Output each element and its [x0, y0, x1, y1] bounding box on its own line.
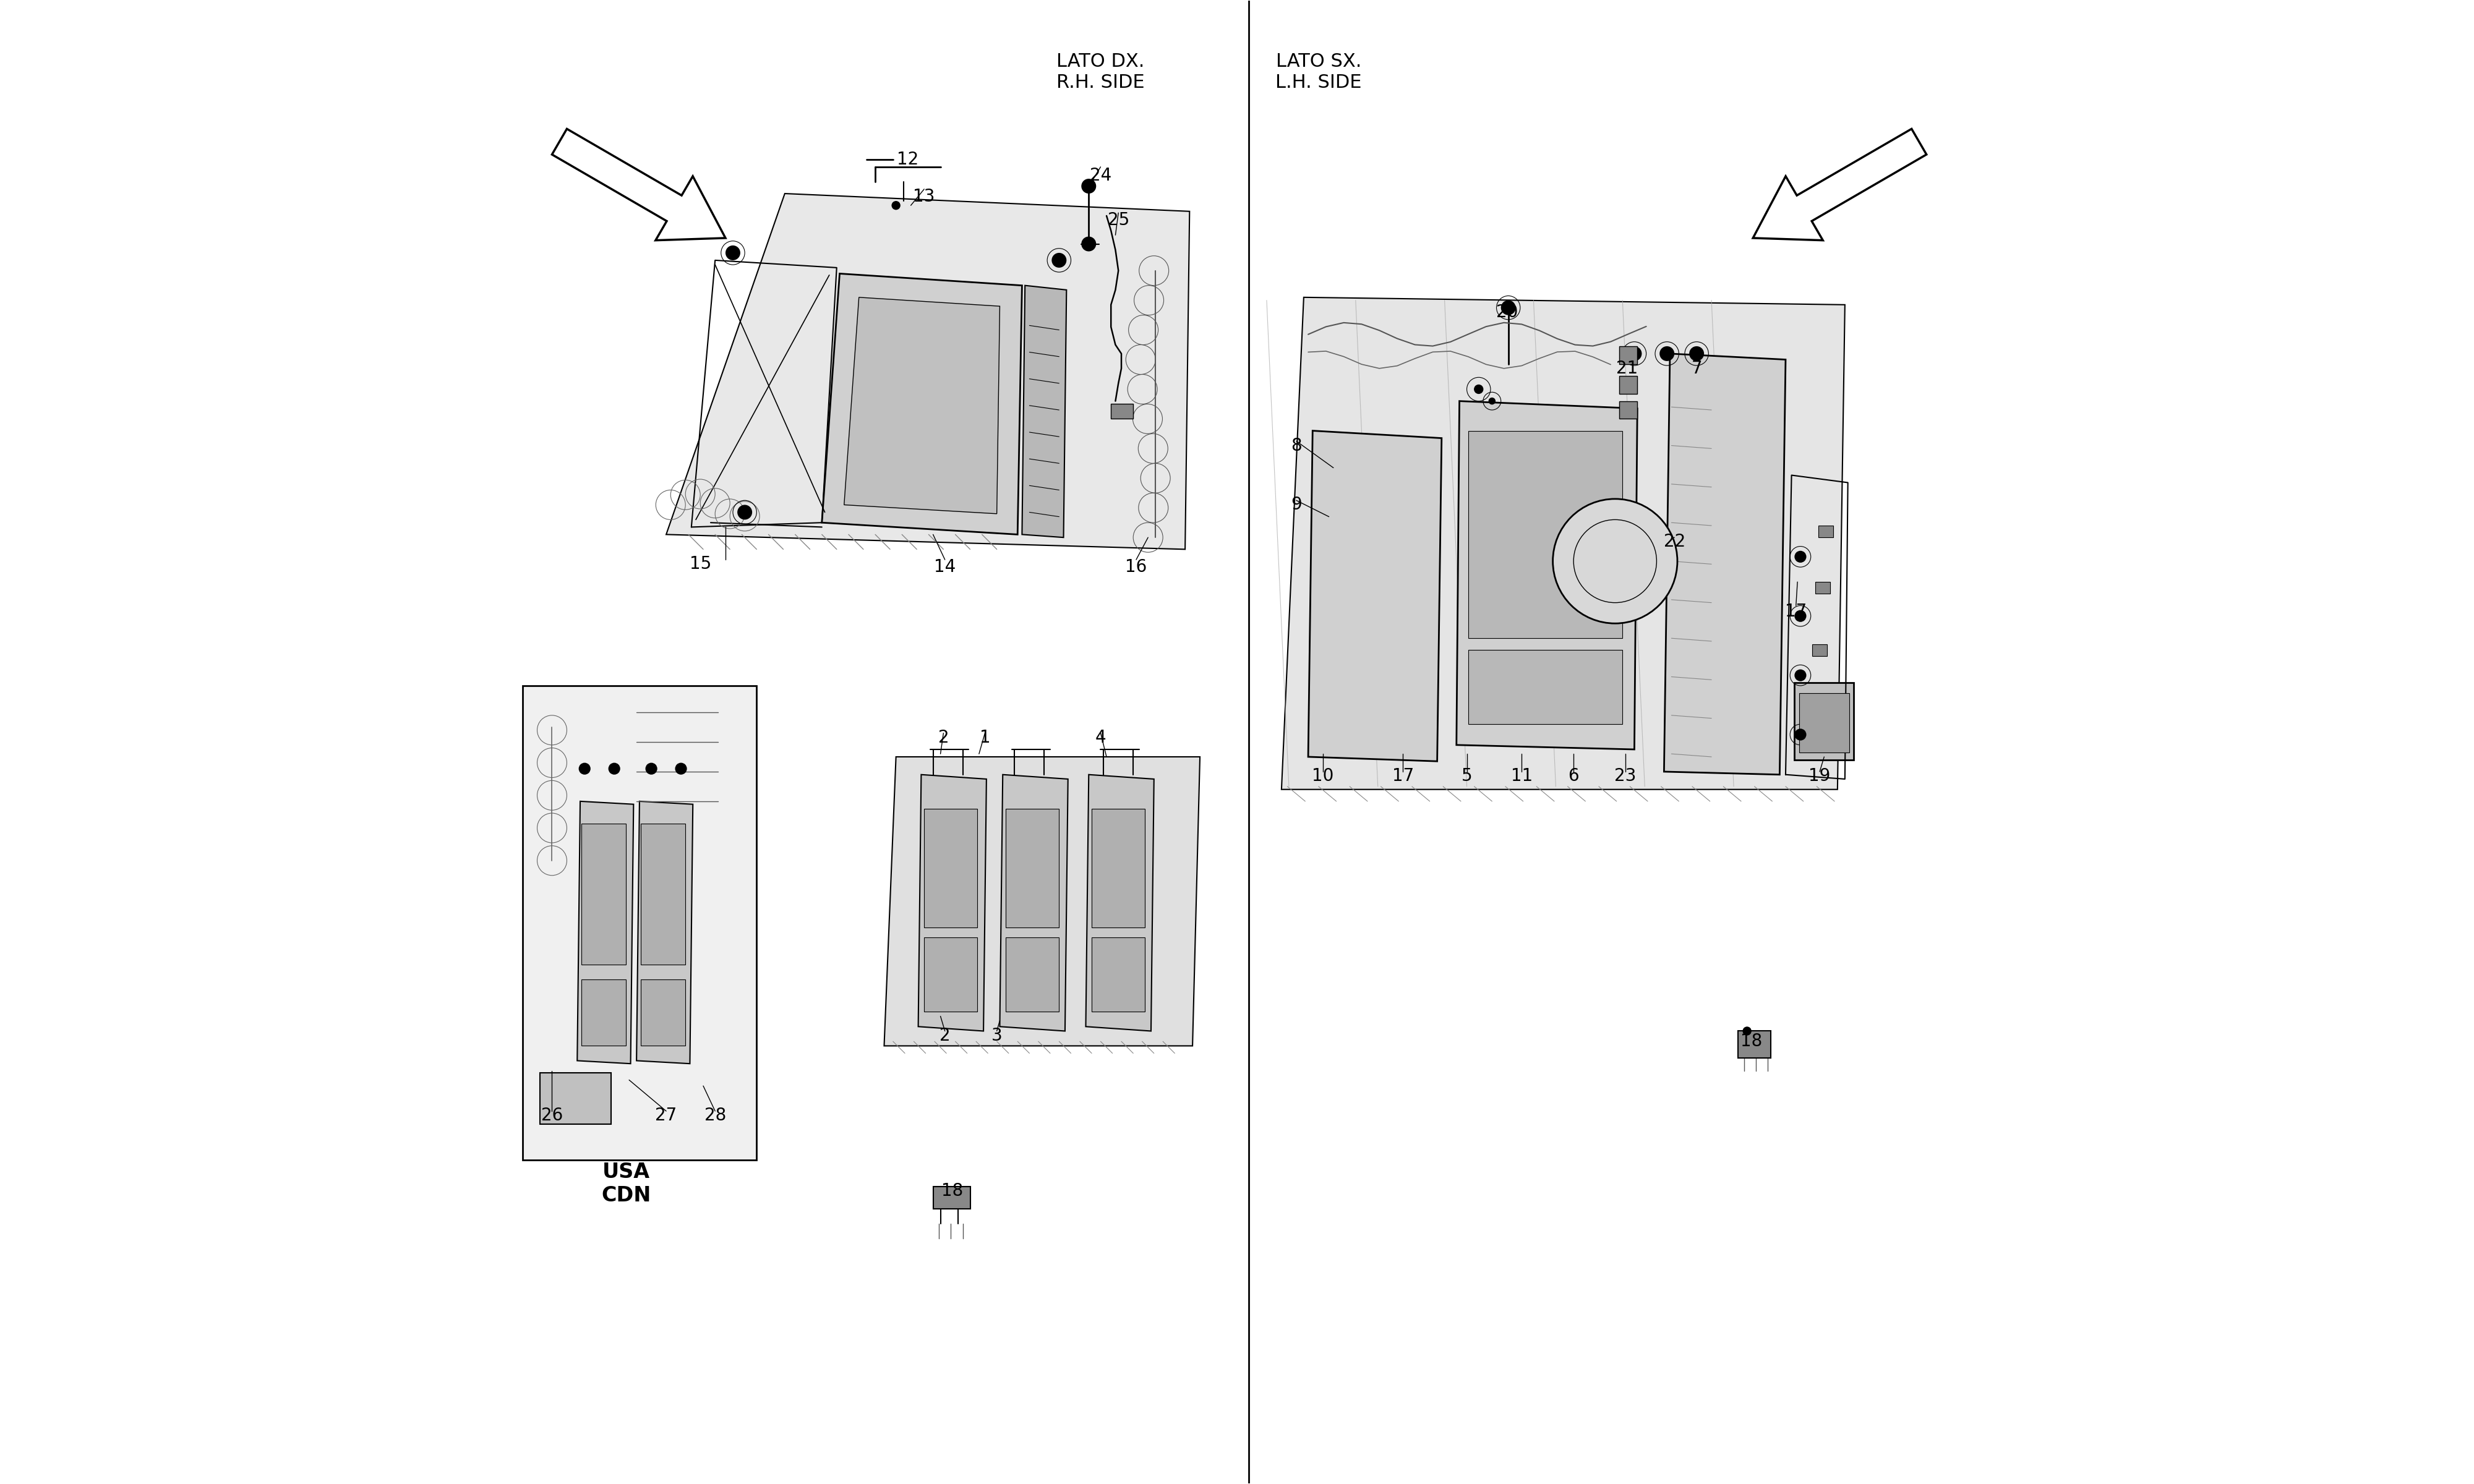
Bar	[925, 938, 977, 1012]
Polygon shape	[821, 273, 1022, 534]
Bar	[641, 824, 685, 965]
Bar	[1620, 346, 1638, 364]
Polygon shape	[552, 129, 725, 240]
Text: 5: 5	[1462, 767, 1472, 785]
Text: 18: 18	[943, 1183, 962, 1199]
Bar	[1467, 430, 1623, 638]
Text: 23: 23	[1616, 767, 1635, 785]
Text: 24: 24	[1089, 168, 1111, 184]
Polygon shape	[1754, 129, 1927, 240]
Polygon shape	[918, 775, 987, 1031]
Circle shape	[646, 763, 658, 775]
Bar	[925, 809, 977, 927]
Text: 14: 14	[935, 558, 955, 576]
Bar	[1739, 1031, 1771, 1058]
Circle shape	[725, 245, 740, 260]
Text: 17: 17	[1786, 603, 1806, 620]
Text: 16: 16	[1126, 558, 1148, 576]
Circle shape	[891, 200, 901, 209]
Circle shape	[1742, 1027, 1752, 1036]
Polygon shape	[1022, 285, 1066, 537]
Text: 19: 19	[1808, 767, 1831, 785]
Polygon shape	[999, 775, 1069, 1031]
Bar	[933, 1187, 970, 1209]
Polygon shape	[883, 757, 1200, 1046]
Circle shape	[1794, 669, 1806, 681]
Text: 25: 25	[1108, 212, 1128, 229]
Text: LATO SX.
L.H. SIDE: LATO SX. L.H. SIDE	[1277, 53, 1361, 92]
Circle shape	[1554, 499, 1677, 623]
Bar	[581, 824, 626, 965]
Bar	[1111, 404, 1133, 418]
Bar	[1816, 582, 1831, 594]
Polygon shape	[576, 801, 633, 1064]
Bar	[539, 1073, 611, 1125]
Text: LATO DX.
R.H. SIDE: LATO DX. R.H. SIDE	[1056, 53, 1145, 92]
Bar	[1818, 525, 1833, 537]
Text: 17: 17	[1393, 767, 1415, 785]
Text: 9: 9	[1291, 496, 1301, 513]
Bar	[1091, 938, 1145, 1012]
Polygon shape	[666, 193, 1190, 549]
Text: 11: 11	[1512, 767, 1531, 785]
Circle shape	[1660, 346, 1675, 361]
Text: USA
CDN: USA CDN	[601, 1162, 651, 1205]
Text: 10: 10	[1311, 767, 1333, 785]
Bar	[641, 979, 685, 1046]
Text: 18: 18	[1742, 1033, 1761, 1051]
Polygon shape	[844, 297, 999, 513]
Bar	[1467, 650, 1623, 724]
Text: 15: 15	[690, 555, 710, 573]
Polygon shape	[636, 801, 693, 1064]
Bar	[581, 979, 626, 1046]
Bar	[1799, 693, 1851, 752]
Circle shape	[579, 763, 591, 775]
Text: 22: 22	[1663, 533, 1685, 551]
Text: 8: 8	[1291, 436, 1301, 454]
Text: 13: 13	[913, 188, 935, 205]
Circle shape	[1628, 346, 1643, 361]
Circle shape	[1051, 252, 1066, 267]
Text: 2: 2	[938, 729, 950, 746]
Bar	[1007, 809, 1059, 927]
Text: 12: 12	[898, 151, 918, 168]
Text: 20: 20	[1497, 304, 1517, 321]
Circle shape	[1794, 610, 1806, 622]
Text: 7: 7	[1692, 359, 1702, 377]
Circle shape	[609, 763, 621, 775]
Bar	[1620, 375, 1638, 393]
Circle shape	[1081, 178, 1096, 193]
Text: 27: 27	[656, 1107, 678, 1125]
Polygon shape	[1309, 430, 1442, 761]
Text: 4: 4	[1096, 729, 1106, 746]
Circle shape	[1081, 236, 1096, 251]
Polygon shape	[1665, 353, 1786, 775]
Bar	[1813, 644, 1828, 656]
Polygon shape	[1457, 401, 1638, 749]
Circle shape	[1475, 384, 1484, 393]
Text: 28: 28	[705, 1107, 725, 1125]
Text: 3: 3	[992, 1027, 1002, 1045]
Circle shape	[737, 505, 752, 519]
Text: 6: 6	[1569, 767, 1578, 785]
Bar	[1620, 401, 1638, 418]
Circle shape	[1690, 346, 1705, 361]
Text: 21: 21	[1616, 359, 1638, 377]
Text: 1: 1	[980, 729, 990, 746]
Polygon shape	[1282, 297, 1846, 789]
Circle shape	[1794, 729, 1806, 741]
Bar	[1091, 809, 1145, 927]
Circle shape	[1794, 551, 1806, 562]
Circle shape	[675, 763, 688, 775]
Polygon shape	[1086, 775, 1153, 1031]
Text: 2: 2	[940, 1027, 950, 1045]
Circle shape	[1502, 300, 1517, 315]
Bar	[1794, 683, 1853, 760]
Bar	[1007, 938, 1059, 1012]
Text: 26: 26	[542, 1107, 564, 1125]
Bar	[522, 686, 757, 1160]
Circle shape	[1489, 398, 1497, 405]
